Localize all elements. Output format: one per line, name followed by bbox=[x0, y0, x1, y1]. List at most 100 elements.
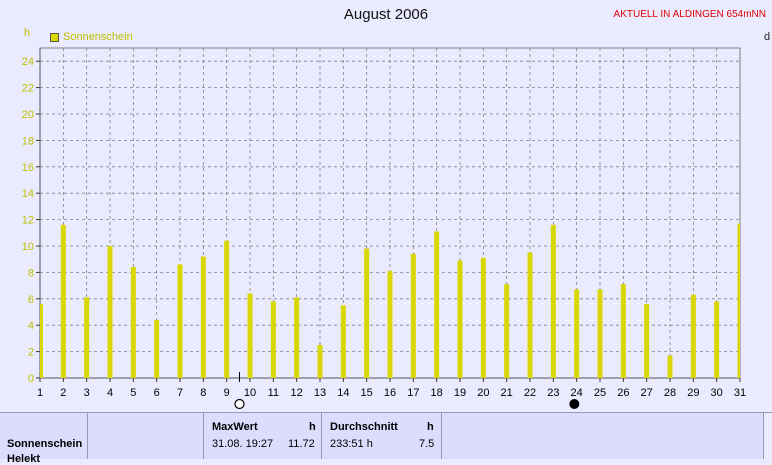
summary-row-label-2: Helekt bbox=[7, 453, 41, 465]
station-label: AKTUELL IN ALDINGEN 654mNN bbox=[613, 9, 766, 20]
x-tick-label: 27 bbox=[641, 387, 653, 399]
maxwert-cell: MaxWert h 31.08. 19:27 11.72 bbox=[204, 413, 322, 459]
y-tick-label: 8 bbox=[28, 267, 34, 279]
x-tick-label: 19 bbox=[454, 387, 466, 399]
x-tick-label: 1 bbox=[37, 387, 43, 399]
x-tick-label: 11 bbox=[268, 387, 279, 399]
x-tick-label: 22 bbox=[524, 387, 536, 399]
bar bbox=[527, 252, 533, 378]
bar bbox=[294, 297, 300, 378]
chart-area: August 2006 AKTUELL IN ALDINGEN 654mNN h… bbox=[22, 6, 771, 410]
y-axis-unit: h bbox=[24, 27, 31, 39]
y-tick-label: 24 bbox=[22, 56, 34, 68]
y-tick-label: 18 bbox=[22, 135, 34, 147]
bar bbox=[60, 224, 66, 378]
summary-spacer-cell bbox=[442, 413, 764, 459]
x-tick-label: 9 bbox=[224, 387, 230, 399]
durchschnitt-value: 7.5 bbox=[419, 438, 435, 450]
bar bbox=[107, 246, 113, 378]
bar bbox=[270, 301, 276, 378]
x-tick-label: 12 bbox=[291, 387, 303, 399]
x-tick-label: 25 bbox=[594, 387, 606, 399]
bar bbox=[40, 304, 43, 378]
summary-panel: Sonnenschein Helekt MaxWert h 31.08. 19:… bbox=[0, 412, 772, 465]
x-tick-label: 2 bbox=[60, 387, 66, 399]
full-moon-icon bbox=[234, 398, 245, 410]
x-tick-label: 8 bbox=[200, 387, 206, 399]
bar bbox=[317, 345, 323, 378]
y-tick-label: 6 bbox=[28, 294, 34, 306]
x-tick-label: 29 bbox=[687, 387, 699, 399]
bar bbox=[154, 319, 160, 378]
maxwert-header: MaxWert bbox=[212, 421, 258, 433]
durchschnitt-header: Durchschnitt bbox=[330, 421, 398, 433]
maxwert-value: 11.72 bbox=[288, 438, 315, 450]
x-tick-label: 30 bbox=[711, 387, 723, 399]
bar bbox=[574, 289, 580, 378]
bar bbox=[200, 256, 206, 378]
y-tick-label: 4 bbox=[28, 320, 34, 332]
x-tick-label: 10 bbox=[244, 387, 256, 399]
y-tick-label: 20 bbox=[22, 109, 34, 121]
bar bbox=[130, 267, 136, 378]
x-tick-label: 17 bbox=[407, 387, 419, 399]
bar bbox=[550, 224, 556, 378]
x-tick-label: 23 bbox=[547, 387, 559, 399]
x-tick-label: 5 bbox=[130, 387, 136, 399]
durchschnitt-cell: Durchschnitt h 233:51 h 7.5 bbox=[322, 413, 442, 459]
bar bbox=[504, 284, 510, 378]
summary-row-label: Sonnenschein bbox=[7, 438, 83, 450]
x-tick-label: 24 bbox=[571, 387, 583, 399]
bar bbox=[690, 294, 696, 378]
right-axis-unit: d bbox=[764, 31, 771, 43]
bar bbox=[597, 289, 603, 378]
durchschnitt-total: 233:51 h bbox=[330, 438, 373, 450]
legend-swatch bbox=[50, 32, 59, 42]
maxwert-unit: h bbox=[309, 421, 316, 433]
bar bbox=[410, 253, 416, 378]
legend-label: Sonnenschein bbox=[63, 31, 133, 43]
x-tick-label: 13 bbox=[314, 387, 326, 399]
bar bbox=[644, 304, 650, 378]
x-tick-label: 14 bbox=[337, 387, 349, 399]
x-tick-label: 28 bbox=[664, 387, 676, 399]
x-tick-label: 6 bbox=[154, 387, 160, 399]
y-tick-label: 10 bbox=[22, 241, 34, 253]
durchschnitt-unit: h bbox=[427, 421, 434, 433]
x-tick-label: 4 bbox=[107, 387, 113, 399]
bar bbox=[387, 271, 393, 378]
bar bbox=[177, 264, 183, 378]
x-tick-label: 15 bbox=[361, 387, 373, 399]
x-tick-label: 7 bbox=[177, 387, 183, 399]
maxwert-time: 31.08. 19:27 bbox=[212, 438, 274, 450]
x-tick-label: 31 bbox=[734, 387, 746, 399]
bar bbox=[667, 355, 673, 378]
summary-row-label-cell: Sonnenschein Helekt bbox=[0, 413, 88, 465]
bar bbox=[340, 305, 346, 378]
legend: Sonnenschein bbox=[50, 31, 133, 43]
bar bbox=[434, 231, 440, 378]
bar bbox=[224, 240, 230, 378]
bar bbox=[480, 257, 486, 378]
bar bbox=[620, 284, 626, 378]
x-tick-label: 18 bbox=[431, 387, 443, 399]
bar bbox=[247, 293, 253, 378]
y-tick-label: 2 bbox=[28, 347, 34, 359]
bar bbox=[714, 301, 720, 378]
y-tick-label: 22 bbox=[22, 83, 34, 95]
y-tick-label: 16 bbox=[22, 162, 34, 174]
y-tick-label: 0 bbox=[28, 373, 34, 385]
bar bbox=[457, 260, 463, 378]
new-moon-icon bbox=[569, 399, 580, 409]
y-tick-label: 12 bbox=[22, 215, 34, 227]
x-tick-label: 16 bbox=[384, 387, 396, 399]
x-tick-label: 26 bbox=[617, 387, 629, 399]
chart-title: August 2006 bbox=[343, 6, 429, 23]
y-tick-label: 14 bbox=[22, 188, 34, 200]
x-tick-label: 3 bbox=[84, 387, 90, 399]
bar bbox=[84, 297, 90, 378]
x-tick-label: 21 bbox=[501, 387, 513, 399]
bar bbox=[364, 248, 370, 378]
bar bbox=[737, 223, 740, 378]
